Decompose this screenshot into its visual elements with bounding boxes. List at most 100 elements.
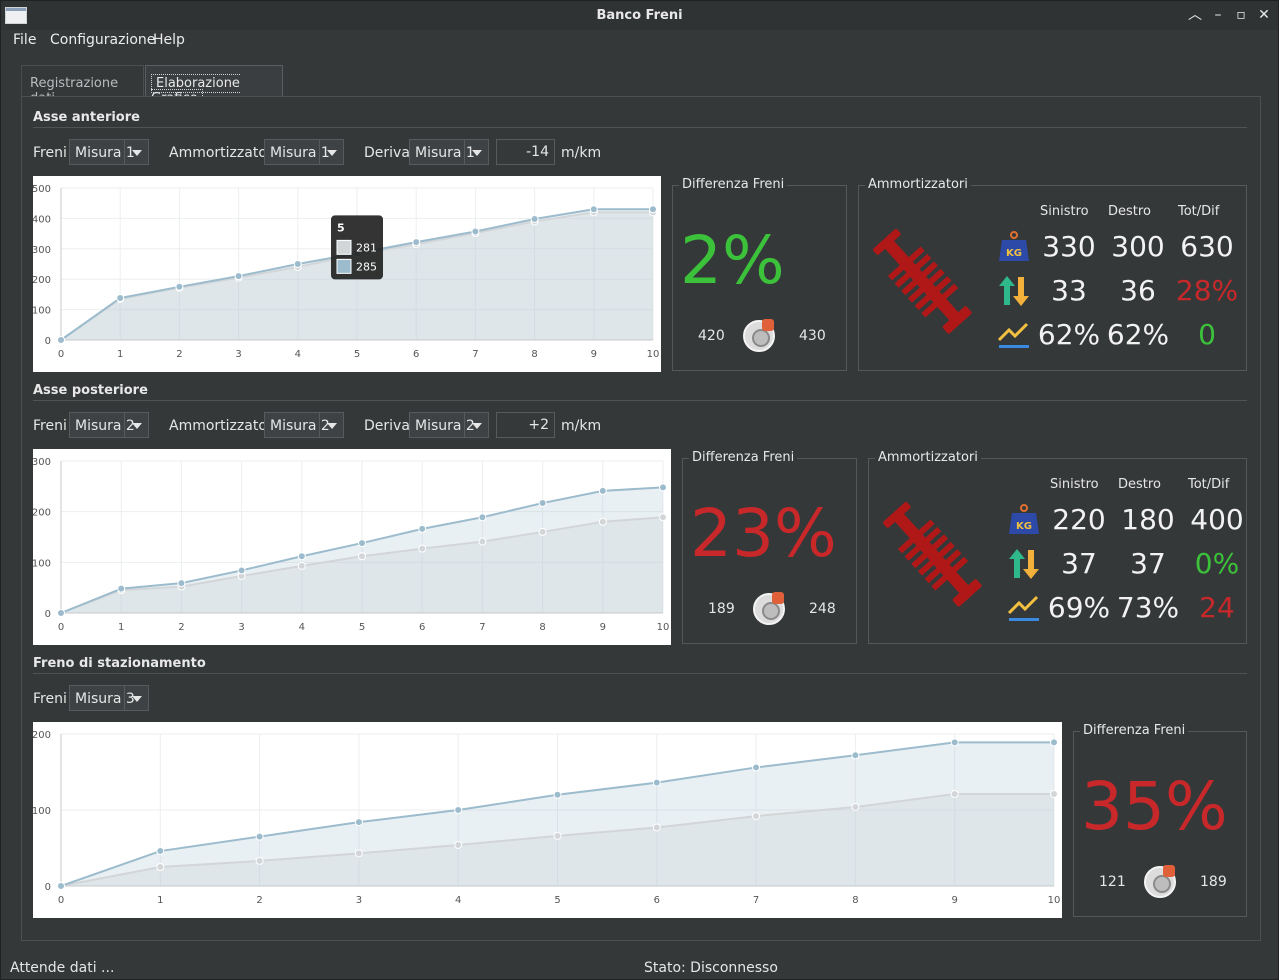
x-tick-label: 9	[952, 895, 958, 906]
data-point	[652, 823, 661, 832]
data-point	[659, 513, 667, 522]
tab-elaborazione-grafico[interactable]: Elaborazione Grafico	[145, 65, 283, 108]
data-point	[297, 561, 306, 570]
rear-amm-group: Ammortizzatori Sinistro Destro Tot/Dif K…	[868, 450, 1247, 644]
tab-registrazione-dati[interactable]: Registrazione dati	[21, 65, 144, 106]
y-tick-label: 0	[45, 336, 51, 347]
rear-eff-dif: 24	[1199, 591, 1235, 624]
select-value: Misura 2	[75, 418, 135, 434]
rear-left-value: 189	[708, 601, 735, 617]
app-icon	[5, 7, 27, 24]
col-header-totdif: Tot/Dif	[1188, 477, 1230, 492]
front-weight-sx: 330	[1042, 230, 1096, 263]
trend-chart-icon	[1007, 591, 1041, 625]
front-diff-group: Differenza Freni 2% 420 430	[672, 177, 847, 371]
x-tick-label: 5	[359, 622, 365, 633]
data-point	[649, 205, 657, 214]
front-brake-chart: 0 1 2 3 4 5 6 7 8 9 10 0 100 200 300 400 500 5 281 285	[33, 176, 661, 372]
data-point	[234, 272, 243, 281]
front-deriva-select[interactable]: Misura 1	[409, 139, 489, 165]
front-diff-pct: 2%	[680, 222, 785, 299]
window-title: Banco Freni	[596, 8, 683, 23]
select-value: Misura 2	[270, 418, 330, 434]
park-freni-select[interactable]: Misura 3	[69, 685, 149, 711]
x-tick-label: 5	[554, 895, 560, 906]
freni-label: Freni	[33, 145, 67, 161]
front-freni-select[interactable]: Misura 1	[69, 139, 149, 165]
y-tick-label: 100	[33, 306, 51, 317]
x-tick-label: 7	[753, 895, 759, 906]
brake-disc-icon	[753, 592, 785, 625]
group-title: Differenza Freni	[679, 177, 788, 192]
front-eff-dx: 62%	[1106, 318, 1170, 351]
x-tick-label: 10	[657, 622, 670, 633]
chevron-up-icon[interactable]: ︿	[1188, 7, 1202, 23]
y-tick-label: 200	[33, 508, 51, 519]
close-button[interactable]: ✕	[1258, 7, 1270, 23]
svg-text:KG: KG	[1006, 248, 1022, 259]
rear-right-value: 248	[809, 601, 836, 617]
x-tick-label: 9	[600, 622, 606, 633]
minimize-button[interactable]: –	[1214, 7, 1222, 23]
x-tick-label: 4	[455, 895, 461, 906]
chevron-down-icon	[464, 140, 488, 164]
up-down-arrows-icon	[1007, 547, 1041, 581]
x-tick-label: 8	[539, 622, 545, 633]
data-point	[538, 499, 547, 508]
menu-file[interactable]: File	[13, 32, 37, 48]
rear-amp-dif: 0%	[1194, 547, 1240, 580]
trend-chart-icon	[997, 318, 1031, 352]
data-point	[752, 812, 761, 821]
rear-freni-select[interactable]: Misura 2	[69, 412, 149, 438]
col-header-sinistro: Sinistro	[1040, 204, 1089, 219]
data-point	[418, 544, 427, 553]
rear-weight-dx: 180	[1121, 503, 1175, 536]
brake-disc-icon	[743, 319, 775, 352]
y-tick-label: 200	[33, 730, 51, 741]
x-tick-label: 6	[413, 349, 419, 360]
up-down-arrows-icon	[997, 274, 1031, 308]
front-amm-select[interactable]: Misura 1	[264, 139, 344, 165]
rear-amm-select[interactable]: Misura 2	[264, 412, 344, 438]
park-right-value: 189	[1200, 874, 1227, 890]
rear-weight-sx: 220	[1052, 503, 1106, 536]
data-point	[471, 227, 480, 236]
rear-deriva-input[interactable]: +2	[496, 412, 555, 438]
col-header-sinistro: Sinistro	[1050, 477, 1099, 492]
menu-configurazione[interactable]: Configurazione	[50, 32, 156, 48]
x-tick-label: 9	[591, 349, 597, 360]
x-tick-label: 6	[419, 622, 425, 633]
rear-eff-dx: 73%	[1116, 591, 1180, 624]
ammortizzatori-label: Ammortizzatori	[169, 418, 277, 434]
select-value: Misura 2	[415, 418, 475, 434]
shock-absorber-icon	[873, 229, 972, 334]
menu-bar: File Configurazione Help	[1, 30, 1278, 52]
front-deriva-input[interactable]: -14	[496, 139, 555, 165]
group-title: Differenza Freni	[689, 450, 798, 465]
x-tick-label: 8	[852, 895, 858, 906]
chevron-down-icon	[124, 686, 148, 710]
tooltip-value: 281	[356, 241, 377, 254]
data-point	[354, 849, 363, 858]
select-value: Misura 1	[270, 145, 330, 161]
tooltip-title: 5	[337, 221, 345, 234]
series-area	[61, 794, 1054, 886]
data-point	[117, 584, 126, 593]
data-point	[659, 483, 667, 492]
x-tick-label: 3	[238, 622, 244, 633]
freni-label: Freni	[33, 418, 67, 434]
chevron-down-icon	[464, 413, 488, 437]
select-value: Misura 1	[415, 145, 475, 161]
x-tick-label: 5	[354, 349, 360, 360]
status-connection: Stato: Disconnesso	[644, 960, 778, 976]
data-point	[598, 486, 607, 495]
menu-help[interactable]: Help	[153, 32, 185, 48]
data-point	[255, 856, 264, 865]
tooltip-swatch	[336, 258, 352, 274]
rear-deriva-select[interactable]: Misura 2	[409, 412, 489, 438]
series-area	[61, 517, 663, 613]
tooltip-value: 285	[356, 260, 377, 273]
data-point	[553, 790, 562, 799]
maximize-button[interactable]: ▫	[1236, 7, 1246, 23]
